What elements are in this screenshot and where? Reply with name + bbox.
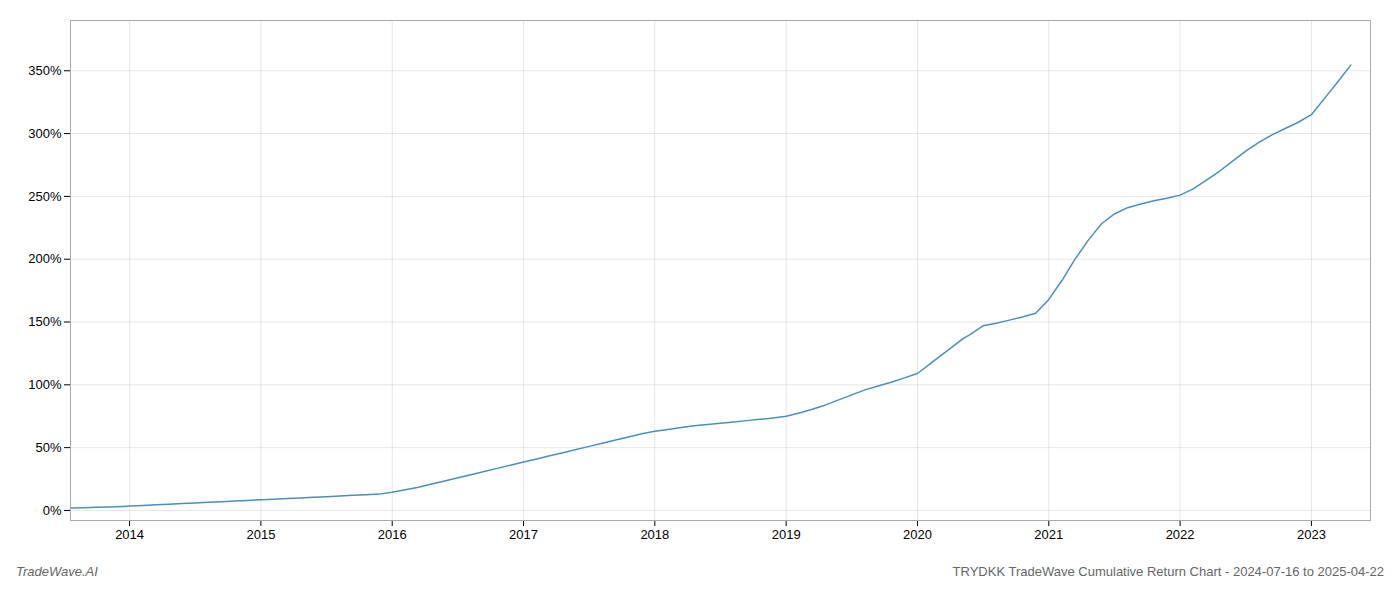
svg-text:0%: 0%	[43, 503, 62, 518]
svg-text:2020: 2020	[903, 527, 932, 542]
svg-text:2019: 2019	[772, 527, 801, 542]
svg-text:2021: 2021	[1034, 527, 1063, 542]
svg-text:2023: 2023	[1297, 527, 1326, 542]
svg-text:150%: 150%	[28, 314, 62, 329]
svg-text:2015: 2015	[246, 527, 275, 542]
svg-text:50%: 50%	[35, 440, 61, 455]
html-text:TradeWave.AI: TradeWave.AI	[16, 564, 98, 579]
svg-text:2014: 2014	[115, 527, 144, 542]
svg-text:250%: 250%	[28, 189, 62, 204]
svg-text:300%: 300%	[28, 126, 62, 141]
svg-text:100%: 100%	[28, 377, 62, 392]
svg-text:2017: 2017	[509, 527, 538, 542]
svg-text:350%: 350%	[28, 63, 62, 78]
html-text:TRYDKK TradeWave Cumulative Re: TRYDKK TradeWave Cumulative Return Chart…	[952, 564, 1384, 579]
svg-text:2016: 2016	[378, 527, 407, 542]
svg-text:2018: 2018	[640, 527, 669, 542]
svg-text:200%: 200%	[28, 251, 62, 266]
svg-text:2022: 2022	[1166, 527, 1195, 542]
